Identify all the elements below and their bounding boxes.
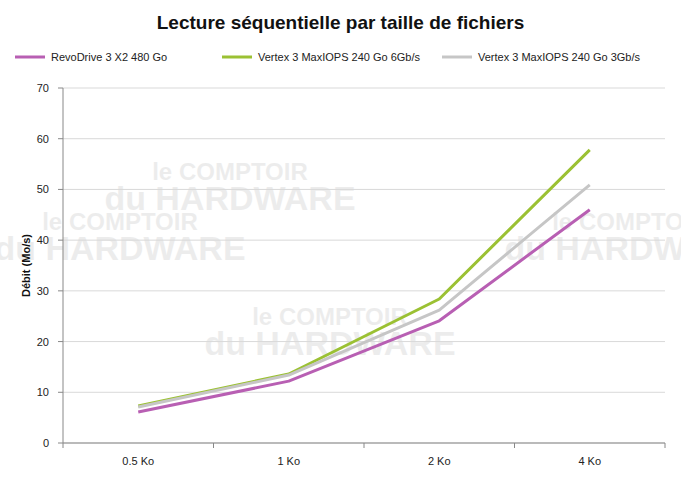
y-tick (58, 240, 63, 241)
x-tick (514, 443, 515, 448)
y-tick (58, 138, 63, 139)
y-tick-label: 10 (37, 386, 49, 398)
grid-line (63, 392, 665, 393)
legend-label: Vertex 3 MaxIOPS 240 Go 6Gb/s (258, 51, 421, 63)
y-tick-label: 0 (43, 437, 49, 449)
y-tick (58, 443, 63, 444)
y-tick-label: 20 (37, 336, 49, 348)
x-tick-label: 0.5 Ko (122, 455, 154, 467)
y-tick-label: 50 (37, 183, 49, 195)
legend-item: Vertex 3 MaxIOPS 240 Go 3Gb/s (442, 51, 641, 63)
y-tick (58, 189, 63, 190)
y-tick-label: 70 (37, 82, 49, 94)
legend-label: Vertex 3 MaxIOPS 240 Go 3Gb/s (478, 51, 641, 63)
series-line (138, 185, 590, 407)
y-tick (58, 88, 63, 89)
legend-swatch (15, 56, 45, 59)
watermark: le COMPTOIRdu HARDWARE (0, 208, 246, 267)
x-tick (213, 443, 214, 448)
grid-line (63, 88, 665, 89)
series-line (138, 150, 590, 406)
plot-area (138, 150, 590, 412)
y-tick-label: 40 (37, 234, 49, 246)
grid-line (63, 138, 665, 139)
grid-line (63, 189, 665, 190)
y-axis-label: Débit (Mo/s) (20, 234, 32, 297)
y-axis (63, 88, 64, 443)
grid-line (63, 290, 665, 291)
title: Lecture séquentielle par taille de fichi… (157, 12, 524, 33)
watermark: le COMPTOIRdu HARDWARE (504, 208, 681, 267)
legend-item: RevoDrive 3 X2 480 Go (15, 51, 167, 63)
x-tick (665, 443, 666, 448)
x-tick-label: 2 Ko (428, 455, 451, 467)
y-tick (58, 341, 63, 342)
y-tick-label: 60 (37, 133, 49, 145)
x-tick-label: 1 Ko (277, 455, 300, 467)
legend-item: Vertex 3 MaxIOPS 240 Go 6Gb/s (222, 51, 421, 63)
x-tick-label: 4 Ko (578, 455, 601, 467)
y-tick (58, 290, 63, 291)
watermark-text: du HARDWARE (0, 229, 246, 267)
legend-swatch (442, 56, 472, 59)
x-tick (364, 443, 365, 448)
y-tick (58, 392, 63, 393)
legend-label: RevoDrive 3 X2 480 Go (51, 51, 167, 63)
x-tick (63, 443, 64, 448)
grid-line (63, 240, 665, 241)
chart: le COMPTOIRdu HARDWARE le COMPTOIRdu HARD… (0, 0, 681, 477)
y-tick-label: 30 (37, 285, 49, 297)
legend-swatch (222, 56, 252, 59)
